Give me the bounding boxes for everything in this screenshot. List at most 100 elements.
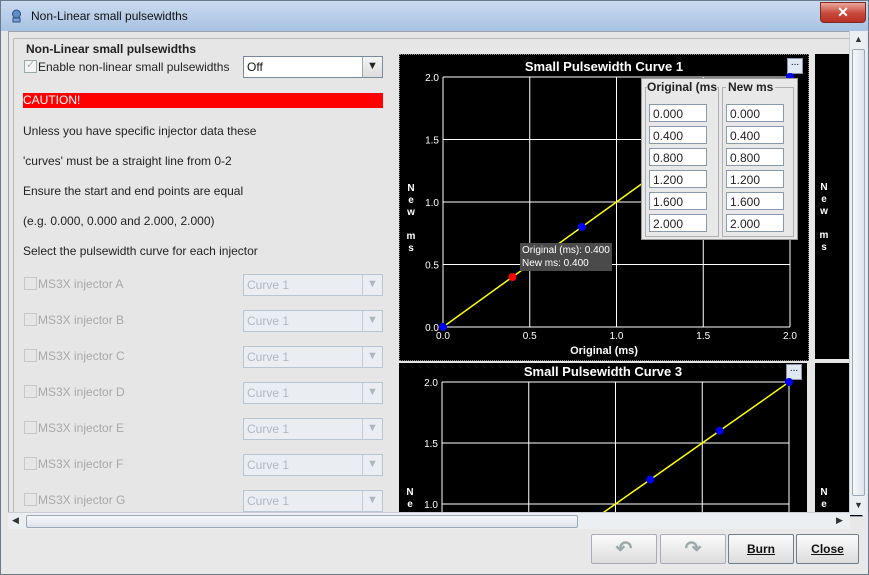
- injector-checkbox[interactable]: [24, 277, 37, 290]
- injector-checkbox[interactable]: [24, 349, 37, 362]
- chart-menu-button[interactable]: ...: [786, 364, 802, 380]
- curve-point[interactable]: [439, 323, 447, 331]
- table-cell-original[interactable]: 0.800: [649, 148, 707, 166]
- table-header-new: New ms: [726, 80, 776, 94]
- undo-button[interactable]: ↶: [591, 534, 657, 564]
- injector-curve-value: Curve 1: [247, 494, 290, 508]
- enable-select-arrow[interactable]: ▼: [362, 57, 382, 77]
- table-header-original: Original (ms: [647, 80, 717, 94]
- injector-curve-select[interactable]: Curve 1 ▼: [243, 346, 383, 368]
- injector-checkbox[interactable]: [24, 385, 37, 398]
- curve-point[interactable]: [577, 223, 586, 231]
- injector-curve-select[interactable]: Curve 1 ▼: [243, 310, 383, 332]
- injector-select-arrow[interactable]: ▼: [362, 383, 382, 403]
- injector-curve-value: Curve 1: [247, 350, 290, 364]
- table-cell-original[interactable]: 0.400: [649, 126, 707, 144]
- x-tick-label: 2.0: [783, 331, 797, 342]
- redo-icon: ↷: [684, 538, 702, 560]
- injector-select-arrow[interactable]: ▼: [362, 491, 382, 511]
- chevron-down-icon: ▼: [367, 350, 378, 362]
- vertical-scroll-thumb[interactable]: [852, 49, 865, 496]
- chevron-down-icon: ▼: [367, 278, 378, 290]
- curve-point[interactable]: [715, 426, 724, 435]
- horizontal-scroll-thumb[interactable]: [26, 515, 578, 528]
- injector-curve-value: Curve 1: [247, 314, 290, 328]
- injector-label: MS3X injector F: [38, 457, 124, 471]
- injector-curve-select[interactable]: Curve 1 ▼: [243, 490, 383, 512]
- injector-label: MS3X injector E: [38, 421, 125, 435]
- x-tick-label: 1.5: [696, 331, 710, 342]
- horizontal-scrollbar[interactable]: ◀ ▶: [8, 512, 850, 529]
- close-icon: ✕: [837, 4, 849, 20]
- injector-curve-select[interactable]: Curve 1 ▼: [243, 382, 383, 404]
- curve-3-plot[interactable]: 2.0 1.5 1.0: [399, 363, 807, 517]
- chevron-down-icon: ▼: [367, 386, 378, 398]
- table-cell-original[interactable]: 0.000: [649, 104, 707, 122]
- scroll-left-icon[interactable]: ◀: [12, 515, 19, 525]
- chart-title: Small Pulsewidth Curve 1: [524, 59, 684, 74]
- table-cell-original[interactable]: 2.000: [649, 214, 707, 232]
- chevron-down-icon: ▼: [367, 60, 378, 72]
- injector-curve-value: Curve 1: [247, 458, 290, 472]
- table-cell-new[interactable]: 1.200: [726, 170, 784, 188]
- y-tick-label: 1.5: [425, 136, 439, 147]
- redo-button[interactable]: ↷: [660, 534, 726, 564]
- enable-select[interactable]: Off ▼: [243, 56, 383, 78]
- table-cell-original[interactable]: 1.200: [649, 170, 707, 188]
- note-line: Select the pulsewidth curve for each inj…: [23, 244, 258, 258]
- y-tick-label: 1.5: [424, 439, 438, 450]
- enable-checkbox[interactable]: ✓: [24, 59, 37, 73]
- curve-point[interactable]: [646, 475, 655, 484]
- chart-menu-button[interactable]: ...: [787, 58, 803, 74]
- x-tick-label: 1.0: [610, 331, 624, 342]
- vertical-scrollbar[interactable]: ▲ ▼: [849, 31, 866, 515]
- x-tick-label: 0.0: [436, 331, 450, 342]
- scroll-right-icon[interactable]: ▶: [836, 515, 843, 525]
- injector-curve-select[interactable]: Curve 1 ▼: [243, 418, 383, 440]
- curve-point[interactable]: [785, 378, 793, 386]
- injector-curve-value: Curve 1: [247, 278, 290, 292]
- chevron-down-icon: ▼: [367, 458, 378, 470]
- injector-label: MS3X injector C: [38, 349, 125, 363]
- table-cell-original[interactable]: 1.600: [649, 192, 707, 210]
- chevron-down-icon: ▼: [367, 422, 378, 434]
- curve-point[interactable]: [508, 273, 517, 281]
- injector-curve-select[interactable]: Curve 1 ▼: [243, 454, 383, 476]
- injector-select-arrow[interactable]: ▼: [362, 347, 382, 367]
- injector-label: MS3X injector D: [38, 385, 125, 399]
- injector-checkbox[interactable]: [24, 457, 37, 470]
- scroll-up-icon[interactable]: ▲: [854, 34, 863, 44]
- y-tick-label: 0.5: [425, 261, 439, 272]
- point-tooltip: Original (ms): 0.400 New ms: 0.400: [520, 243, 612, 271]
- table-cell-new[interactable]: 0.800: [726, 148, 784, 166]
- injector-select-arrow[interactable]: ▼: [362, 455, 382, 475]
- table-cell-new[interactable]: 0.400: [726, 126, 784, 144]
- app-icon: [12, 9, 21, 23]
- table-cell-new[interactable]: 2.000: [726, 214, 784, 232]
- injector-select-arrow[interactable]: ▼: [362, 419, 382, 439]
- table-cell-new[interactable]: 1.600: [726, 192, 784, 210]
- window-close-button[interactable]: ✕: [820, 2, 866, 23]
- injector-curve-value: Curve 1: [247, 422, 290, 436]
- y-tick-label: 1.0: [425, 198, 439, 209]
- curve-line: [597, 381, 790, 516]
- injector-curve-select[interactable]: Curve 1 ▼: [243, 274, 383, 296]
- injector-checkbox[interactable]: [24, 313, 37, 326]
- injector-checkbox[interactable]: [24, 421, 37, 434]
- note-line: Ensure the start and end points are equa…: [23, 184, 244, 198]
- table-cell-new[interactable]: 0.000: [726, 104, 784, 122]
- caution-banner: CAUTION!: [23, 93, 383, 108]
- scroll-down-icon[interactable]: ▼: [854, 500, 863, 510]
- injector-label: MS3X injector B: [38, 313, 125, 327]
- injector-label: MS3X injector G: [38, 493, 126, 507]
- curve-table: Original (ms New ms 0.000 0.000 0.400 0.4…: [641, 78, 798, 240]
- injector-select-arrow[interactable]: ▼: [362, 275, 382, 295]
- injector-checkbox[interactable]: [24, 493, 37, 506]
- burn-button[interactable]: Burn: [728, 534, 794, 564]
- y-tick-label: 0.0: [425, 323, 439, 334]
- close-button[interactable]: Close: [796, 534, 859, 564]
- injector-select-arrow[interactable]: ▼: [362, 311, 382, 331]
